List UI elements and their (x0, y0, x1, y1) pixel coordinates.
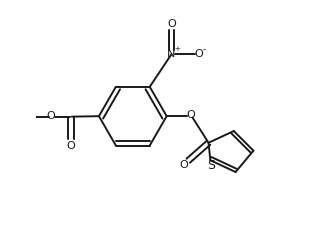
Text: O: O (67, 141, 75, 151)
Text: -: - (203, 45, 206, 54)
Text: S: S (207, 159, 215, 172)
Text: O: O (186, 110, 195, 121)
Text: O: O (194, 49, 203, 59)
Text: O: O (179, 160, 188, 170)
Text: O: O (167, 19, 176, 29)
Text: O: O (46, 111, 55, 121)
Text: N: N (167, 49, 176, 59)
Text: +: + (174, 46, 180, 52)
